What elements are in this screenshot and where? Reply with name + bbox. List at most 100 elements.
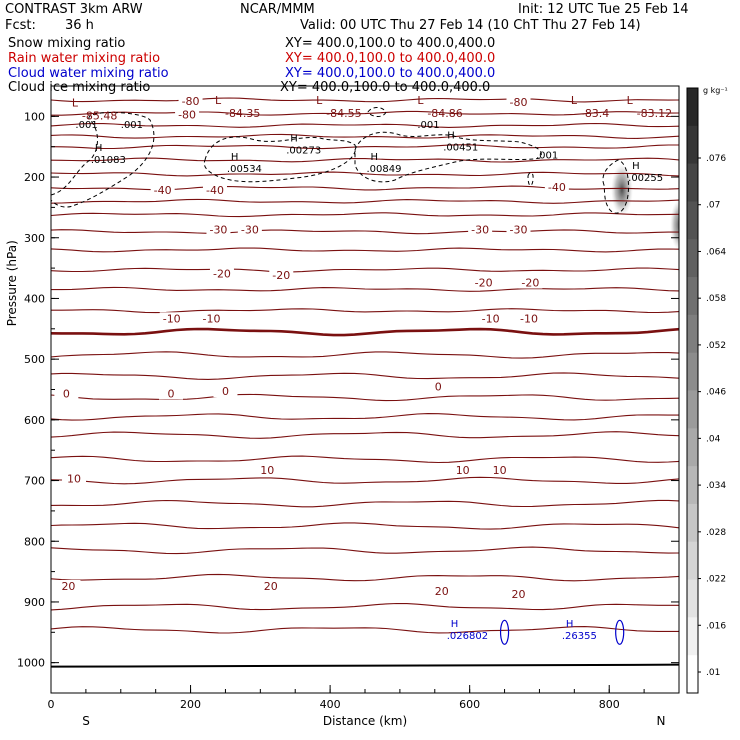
colorbar-tick-label: .034 — [706, 481, 726, 491]
isotherm-label: 0 — [63, 388, 70, 401]
colorbar-segment — [687, 88, 698, 127]
cloud-water-contour — [615, 619, 625, 645]
low-marker: L — [627, 94, 634, 107]
colorbar-tick-label: .052 — [706, 341, 726, 351]
field-xy-rain: XY= 400.0,100.0 to 400.0,400.0 — [285, 51, 496, 66]
high-value: .00451 — [443, 143, 478, 154]
isotherm-label-bg — [471, 276, 496, 289]
isotherm-label: 20 — [435, 585, 449, 598]
field-name-cloud-ice: Cloud ice mixing ratio — [8, 80, 151, 95]
high-value: .026802 — [447, 631, 488, 642]
isotherm-label: -30 — [471, 224, 489, 237]
snow-shading-blob — [611, 164, 633, 216]
ice-mixing-contour — [367, 107, 387, 117]
high-value: .00273 — [286, 146, 321, 157]
colorbar-segment — [687, 352, 698, 391]
x-axis-label: Distance (km) — [323, 714, 407, 728]
isotherm-label: 10 — [493, 464, 507, 477]
isotherm-line — [51, 229, 679, 235]
isotherm-label-bg — [175, 108, 200, 121]
ice-contour-label: .001 — [121, 120, 143, 131]
x-tick-label: 800 — [599, 698, 620, 711]
isotherm-label-bg — [56, 579, 81, 592]
isotherm-label-bg — [159, 387, 184, 400]
isotherm-label-bg — [258, 579, 283, 592]
header-fcst-value: 36 h — [65, 18, 94, 33]
high-marker: H — [290, 134, 298, 145]
isotherm-line — [51, 372, 679, 380]
isotherm-label: 0 — [435, 380, 442, 393]
isotherm-line — [51, 267, 679, 273]
x-tick-label: 600 — [459, 698, 480, 711]
field-xy-cloud-ice: XY= 400.0,100.0 to 400.0,400.0 — [280, 80, 491, 95]
y-tick-label: 600 — [24, 414, 45, 427]
isotherm-line — [51, 198, 679, 204]
header-fcst-label: Fcst: — [5, 18, 36, 33]
isotherm-line — [51, 171, 679, 177]
isotherm-label: 10 — [456, 464, 470, 477]
colorbar-segment — [687, 466, 698, 505]
colorbar-tick-label: .076 — [706, 154, 726, 164]
isotherm-label-bg — [544, 181, 569, 194]
isotherm-label-bg — [237, 223, 262, 236]
y-tick-label: 500 — [24, 353, 45, 366]
isotherm-line — [51, 185, 679, 191]
cloud-water-contour — [499, 619, 510, 645]
high-marker: H — [231, 152, 239, 163]
isotherm-label: -10 — [163, 312, 181, 325]
isotherm-label: -10 — [482, 312, 500, 325]
y-tick-label: 1000 — [17, 657, 45, 670]
field-name-rain: Rain water mixing ratio — [8, 51, 161, 66]
colorbar-segment — [687, 428, 698, 467]
colorbar-segment — [687, 390, 698, 429]
isotherm-line — [51, 626, 679, 634]
header-title: CONTRAST 3km ARW — [5, 2, 143, 17]
y-axis-label: Pressure (hPa) — [5, 240, 19, 326]
colorbar-segment — [687, 503, 698, 543]
ice-mixing-contour — [203, 136, 356, 183]
low-value: -84.86 — [427, 107, 462, 120]
low-marker: L — [316, 94, 323, 107]
colorbar-tick-label: .028 — [706, 528, 726, 538]
low-value: -83.4 — [581, 107, 609, 120]
isotherm-label-bg — [468, 223, 493, 236]
colorbar-tick-label: .016 — [706, 621, 726, 631]
high-marker: H — [370, 152, 378, 163]
plot-frame — [50, 85, 680, 694]
isotherm-line — [51, 522, 679, 530]
colorbar-tick-label: .07 — [706, 201, 720, 211]
isotherm-label: -10 — [520, 312, 538, 325]
colorbar-segment — [687, 125, 698, 165]
isotherm-label-bg — [506, 96, 531, 109]
y-tick-label: 700 — [24, 475, 45, 488]
isotherm-line — [51, 327, 679, 337]
isotherm-label-bg — [62, 472, 87, 485]
isotherm-label: -30 — [209, 224, 227, 237]
isotherm-line — [51, 247, 679, 253]
low-marker: L — [72, 97, 79, 110]
isotherm-label-bg — [450, 464, 475, 477]
colorbar-segment — [687, 617, 698, 656]
isotherm-line — [51, 212, 679, 218]
low-value: -85.48 — [82, 110, 117, 123]
high-value: .00849 — [366, 164, 401, 175]
isotherm-line — [51, 157, 679, 163]
isotherm-label-bg — [255, 464, 280, 477]
isotherm-label: -80 — [510, 96, 528, 109]
colorbar-segment — [687, 655, 698, 694]
low-value: -83.12 — [637, 107, 672, 120]
colorbar-segment — [687, 277, 698, 316]
colorbar-tick-label: .058 — [706, 294, 726, 304]
isotherm-line — [51, 602, 679, 611]
ice-contour-label: .001 — [417, 120, 439, 131]
high-marker: H — [95, 143, 103, 154]
colorbar-segment — [687, 314, 698, 354]
y-tick-label: 100 — [24, 110, 45, 123]
high-value: .26355 — [562, 631, 597, 642]
isotherm-label-bg — [426, 380, 451, 393]
isotherm-label-bg — [516, 312, 541, 325]
isotherm-label: 20 — [264, 580, 278, 593]
isotherm-label-bg — [213, 385, 238, 398]
isotherm-label-bg — [506, 223, 531, 236]
isotherm-label-bg — [478, 312, 503, 325]
